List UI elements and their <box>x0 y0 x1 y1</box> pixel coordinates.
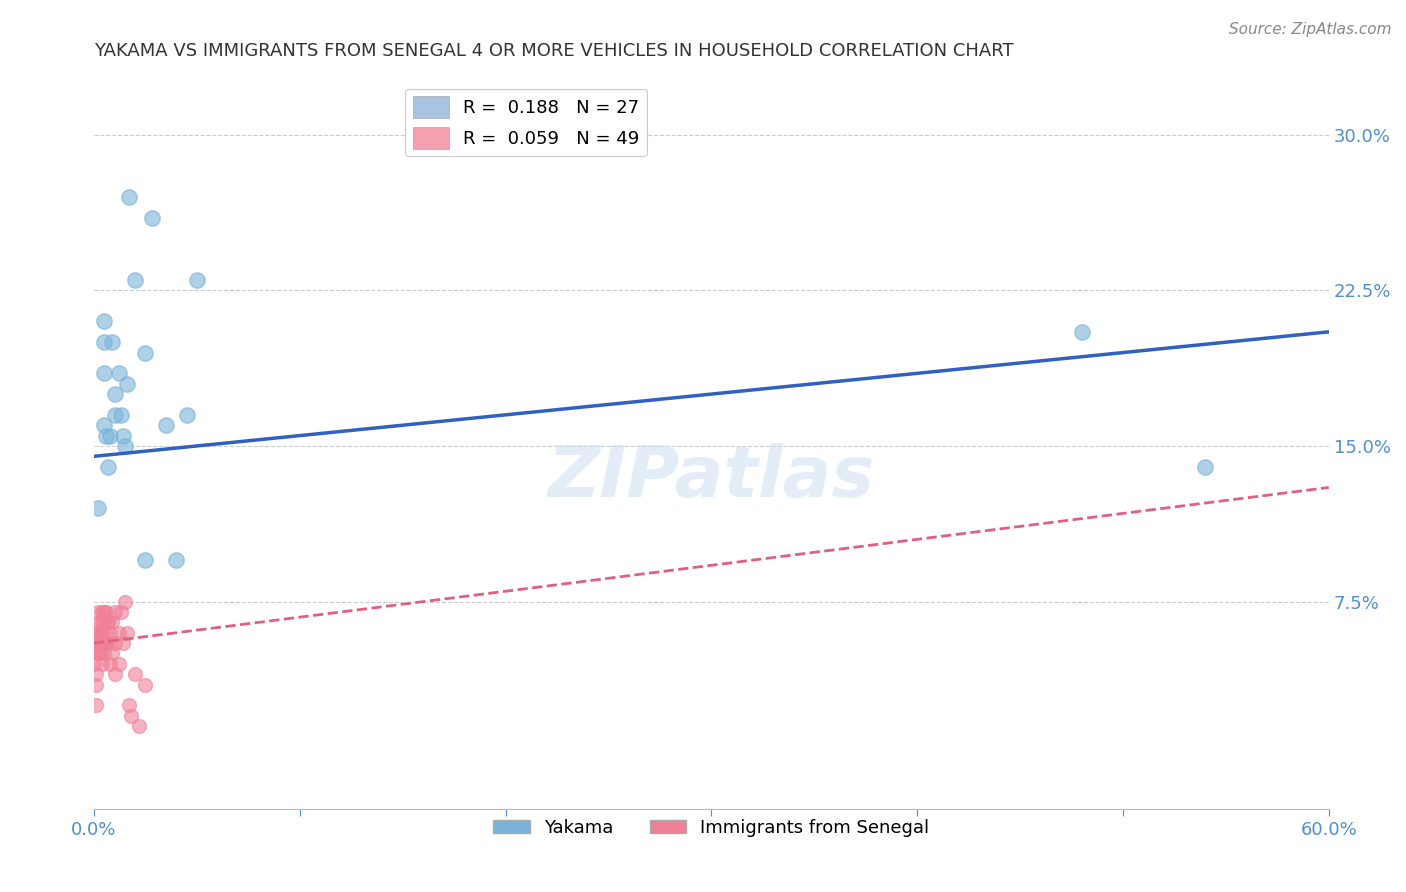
Point <box>87 647 110 661</box>
Point <box>84 678 107 692</box>
Point <box>110 408 132 422</box>
Point <box>91 605 114 619</box>
Point <box>111 636 134 650</box>
Point <box>97 459 120 474</box>
Point <box>100 625 122 640</box>
Point <box>114 594 136 608</box>
Point <box>84 647 107 661</box>
Point <box>91 657 114 671</box>
Text: Source: ZipAtlas.com: Source: ZipAtlas.com <box>1229 22 1392 37</box>
Point <box>97 636 120 650</box>
Point <box>83 636 105 650</box>
Point <box>107 657 129 671</box>
Point <box>1194 459 1216 474</box>
Text: YAKAMA VS IMMIGRANTS FROM SENEGAL 4 OR MORE VEHICLES IN HOUSEHOLD CORRELATION CH: YAKAMA VS IMMIGRANTS FROM SENEGAL 4 OR M… <box>94 42 1014 60</box>
Point <box>134 345 156 359</box>
Point <box>93 418 115 433</box>
Point <box>93 314 115 328</box>
Point <box>96 636 118 650</box>
Point <box>87 605 110 619</box>
Point <box>134 678 156 692</box>
Point <box>96 605 118 619</box>
Point <box>165 553 187 567</box>
Point <box>89 625 111 640</box>
Point <box>91 625 114 640</box>
Point <box>107 625 129 640</box>
Point <box>1070 325 1092 339</box>
Point <box>91 636 114 650</box>
Point <box>115 376 138 391</box>
Point <box>93 625 115 640</box>
Point <box>93 647 115 661</box>
Point <box>84 667 107 681</box>
Point <box>107 367 129 381</box>
Point <box>111 428 134 442</box>
Point <box>101 647 124 661</box>
Point <box>103 605 125 619</box>
Point <box>115 625 138 640</box>
Legend: Yakama, Immigrants from Senegal: Yakama, Immigrants from Senegal <box>486 812 936 845</box>
Point <box>84 698 107 713</box>
Text: ZIPatlas: ZIPatlas <box>548 443 875 512</box>
Point <box>96 636 118 650</box>
Point <box>176 408 198 422</box>
Point <box>124 273 146 287</box>
Point <box>120 708 142 723</box>
Point <box>100 428 122 442</box>
Point <box>155 418 177 433</box>
Point <box>118 190 141 204</box>
Point <box>103 667 125 681</box>
Point <box>118 698 141 713</box>
Point <box>103 636 125 650</box>
Point <box>103 387 125 401</box>
Point <box>89 615 111 630</box>
Point <box>141 211 163 225</box>
Point <box>93 367 115 381</box>
Point <box>100 657 122 671</box>
Point <box>89 647 111 661</box>
Point <box>93 335 115 350</box>
Point <box>97 615 120 630</box>
Point <box>84 625 107 640</box>
Point <box>93 636 115 650</box>
Point <box>103 408 125 422</box>
Point <box>83 657 105 671</box>
Point <box>110 605 132 619</box>
Point <box>87 501 110 516</box>
Point <box>87 625 110 640</box>
Point <box>96 428 118 442</box>
Point <box>114 439 136 453</box>
Point <box>134 553 156 567</box>
Point <box>124 667 146 681</box>
Point <box>91 615 114 630</box>
Point <box>87 636 110 650</box>
Point <box>89 636 111 650</box>
Point <box>101 335 124 350</box>
Point <box>128 719 150 733</box>
Point <box>101 615 124 630</box>
Point <box>186 273 208 287</box>
Point <box>97 615 120 630</box>
Point <box>93 605 115 619</box>
Point <box>93 615 115 630</box>
